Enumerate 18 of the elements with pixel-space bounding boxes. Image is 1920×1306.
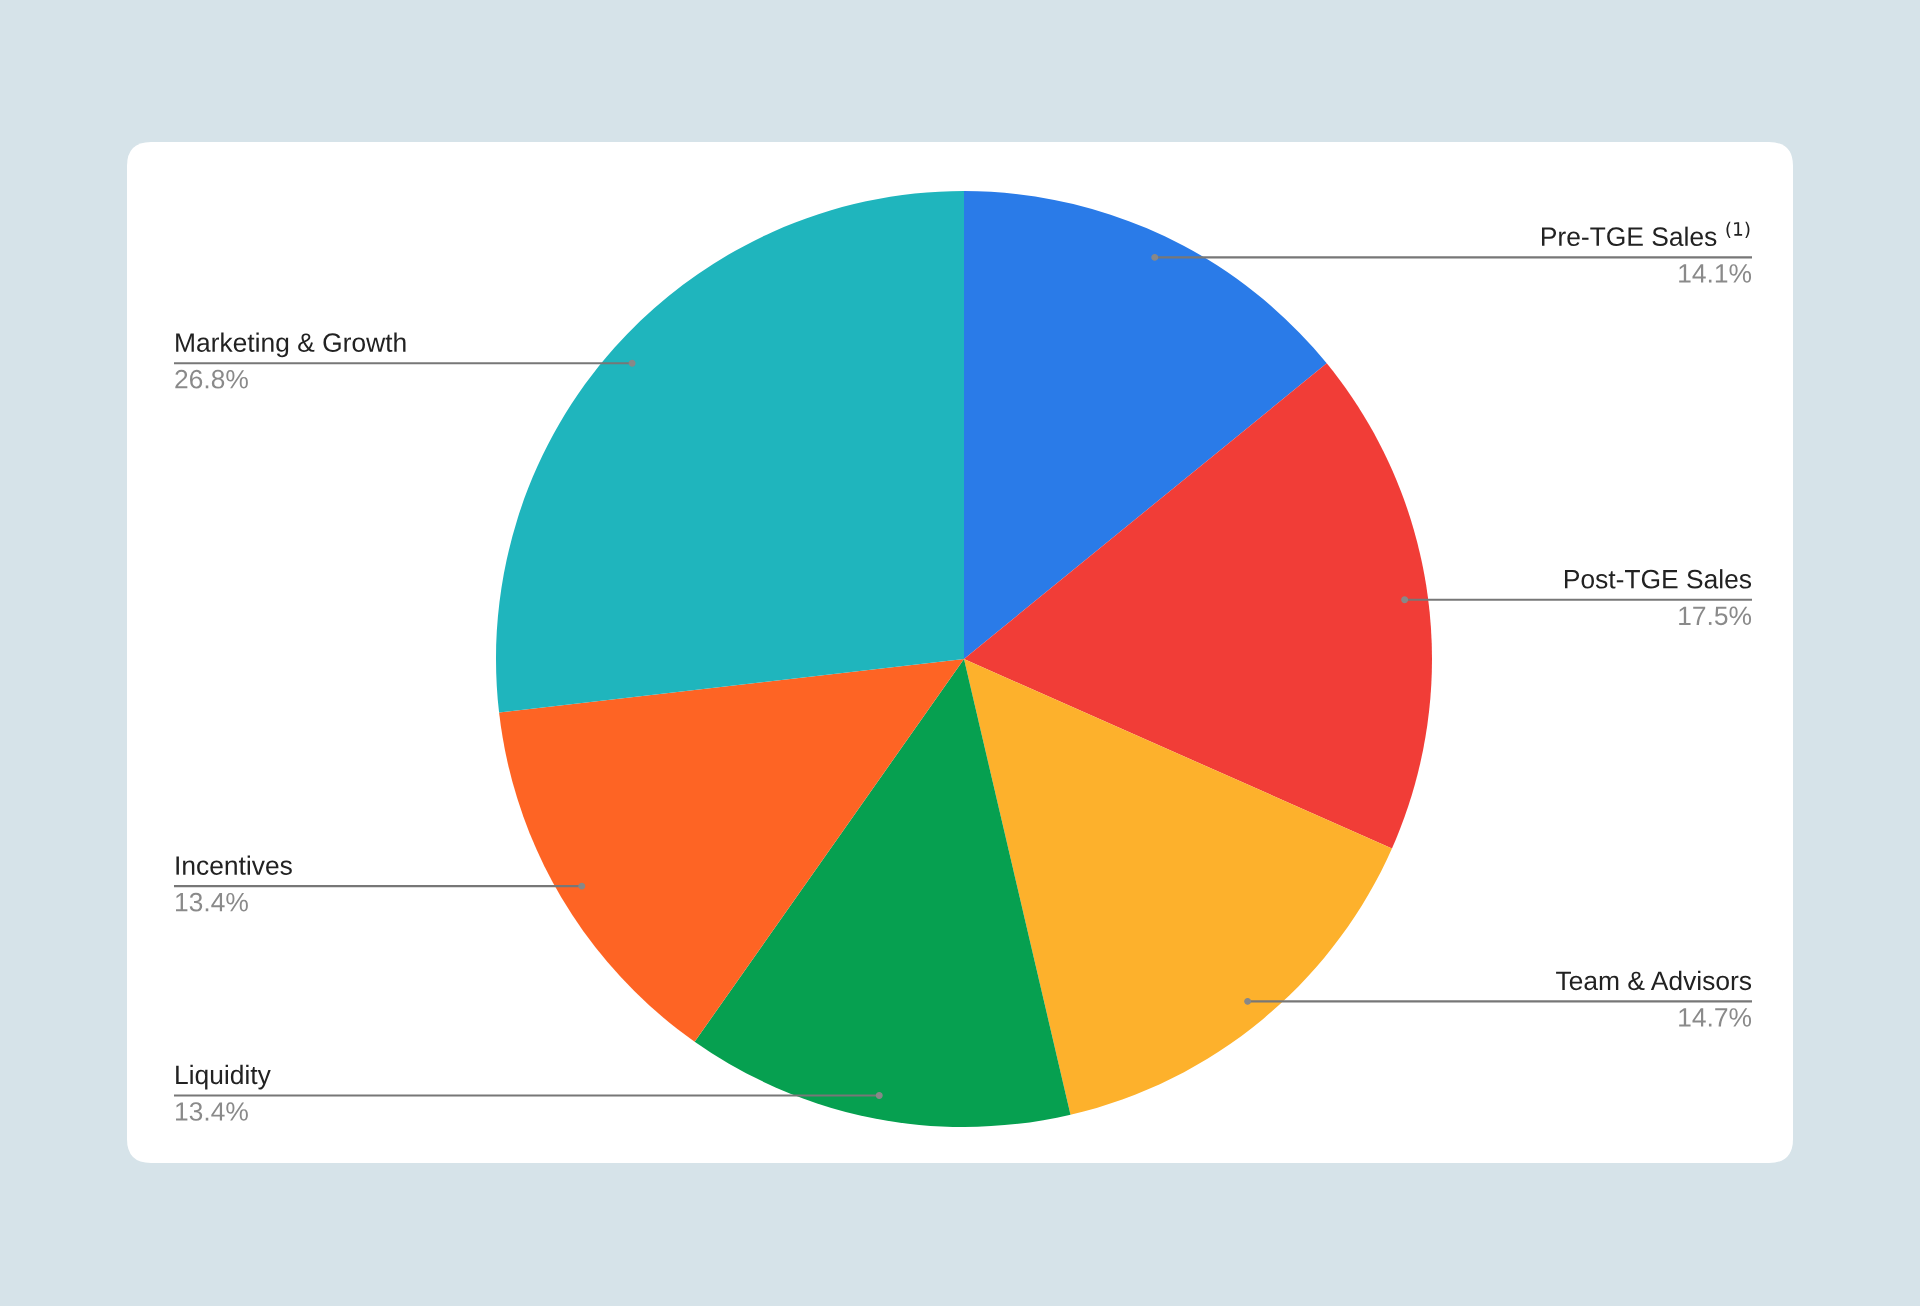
slice-label: Incentives [176,855,292,875]
slice-label: Marketing & Growth [176,332,406,358]
pie-slice [964,363,1432,849]
slice-label: Liquidity [176,1064,271,1090]
slice-label: Post-TGE Sales [1564,569,1752,589]
pie-slice [694,659,1071,1127]
slice-label: Pre-TGE Sales $^{(1)}$ [1542,221,1750,247]
pie-slice [964,191,1327,659]
data-label: 17.5% [1679,606,1752,626]
slice-label: Team & Advisors [1556,970,1752,991]
pie-slice [496,191,964,713]
data-label: 13.4% [176,892,248,912]
data-label: 14.7% [1679,1008,1752,1027]
pie-slice [964,659,1392,1115]
data-label: 14.1% [1679,264,1752,283]
data-label: 26.8% [175,369,248,389]
pie-slice [499,659,964,1042]
data-label: 13.4% [176,1102,248,1121]
